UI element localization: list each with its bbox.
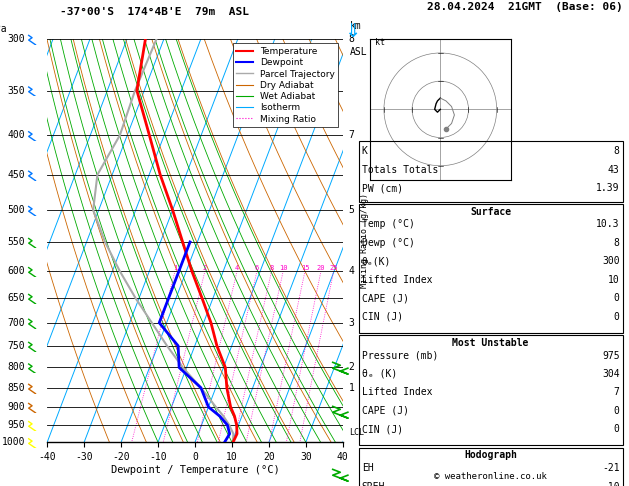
Text: 300: 300 [8, 34, 25, 44]
Text: LCL: LCL [348, 428, 364, 436]
Text: 0: 0 [614, 294, 620, 303]
Text: 700: 700 [8, 318, 25, 328]
Text: -21: -21 [602, 463, 620, 473]
Text: EH: EH [362, 463, 374, 473]
Text: 550: 550 [8, 237, 25, 247]
Text: 8: 8 [269, 265, 274, 271]
Text: Mixing Ratio (g/kg): Mixing Ratio (g/kg) [360, 193, 369, 288]
Text: Dewp (°C): Dewp (°C) [362, 238, 415, 248]
Text: 1: 1 [348, 383, 355, 393]
Text: Most Unstable: Most Unstable [452, 338, 529, 347]
Text: ASL: ASL [350, 47, 368, 57]
Text: hPa: hPa [0, 24, 6, 34]
Text: Lifted Index: Lifted Index [362, 275, 432, 285]
Text: 10.3: 10.3 [596, 220, 620, 229]
X-axis label: Dewpoint / Temperature (°C): Dewpoint / Temperature (°C) [111, 465, 279, 475]
Text: 304: 304 [602, 369, 620, 379]
Text: km: km [350, 21, 362, 31]
Text: 650: 650 [8, 293, 25, 303]
Text: ⇓: ⇓ [344, 22, 360, 41]
Text: 800: 800 [8, 363, 25, 372]
Text: 350: 350 [8, 86, 25, 96]
Text: 300: 300 [602, 257, 620, 266]
Text: CAPE (J): CAPE (J) [362, 294, 409, 303]
Text: 28.04.2024  21GMT  (Base: 06): 28.04.2024 21GMT (Base: 06) [427, 2, 623, 12]
Text: 6: 6 [255, 265, 259, 271]
Text: kt: kt [376, 37, 386, 47]
Text: 43: 43 [608, 165, 620, 175]
Text: 2: 2 [203, 265, 207, 271]
Text: CIN (J): CIN (J) [362, 312, 403, 322]
Text: -37°00'S  174°4B'E  79m  ASL: -37°00'S 174°4B'E 79m ASL [60, 7, 248, 17]
Text: 0: 0 [614, 406, 620, 416]
Text: Pressure (mb): Pressure (mb) [362, 350, 438, 361]
Text: 8: 8 [614, 146, 620, 156]
Text: 0: 0 [614, 312, 620, 322]
Text: 7: 7 [614, 387, 620, 398]
Text: CAPE (J): CAPE (J) [362, 406, 409, 416]
Legend: Temperature, Dewpoint, Parcel Trajectory, Dry Adiabat, Wet Adiabat, Isotherm, Mi: Temperature, Dewpoint, Parcel Trajectory… [233, 43, 338, 127]
Text: 450: 450 [8, 170, 25, 180]
Text: 10: 10 [608, 275, 620, 285]
Text: CIN (J): CIN (J) [362, 424, 403, 434]
Text: 25: 25 [330, 265, 338, 271]
Text: SREH: SREH [362, 482, 385, 486]
Text: 1000: 1000 [1, 437, 25, 447]
Text: Temp (°C): Temp (°C) [362, 220, 415, 229]
Text: 4: 4 [348, 266, 355, 276]
Text: 950: 950 [8, 420, 25, 430]
Text: 10: 10 [279, 265, 287, 271]
Text: 750: 750 [8, 341, 25, 351]
Text: 7: 7 [348, 130, 355, 140]
Text: 15: 15 [301, 265, 309, 271]
Text: © weatheronline.co.uk: © weatheronline.co.uk [434, 472, 547, 481]
Text: 975: 975 [602, 350, 620, 361]
Text: 850: 850 [8, 383, 25, 393]
Text: 8: 8 [348, 34, 355, 44]
Text: 5: 5 [348, 205, 355, 215]
Text: 3: 3 [348, 318, 355, 328]
Text: Hodograph: Hodograph [464, 450, 517, 460]
Text: PW (cm): PW (cm) [362, 183, 403, 193]
Text: 1.39: 1.39 [596, 183, 620, 193]
Text: 900: 900 [8, 402, 25, 412]
Text: 20: 20 [317, 265, 325, 271]
Text: 600: 600 [8, 266, 25, 276]
Text: 1: 1 [173, 265, 177, 271]
Text: K: K [362, 146, 367, 156]
Text: Totals Totals: Totals Totals [362, 165, 438, 175]
Text: θₑ (K): θₑ (K) [362, 369, 397, 379]
Text: 8: 8 [614, 238, 620, 248]
Text: Lifted Index: Lifted Index [362, 387, 432, 398]
Text: 400: 400 [8, 130, 25, 140]
Text: -10: -10 [602, 482, 620, 486]
Text: 500: 500 [8, 205, 25, 215]
Text: 4: 4 [235, 265, 239, 271]
Text: 0: 0 [614, 424, 620, 434]
Text: 2: 2 [348, 363, 355, 372]
Text: Surface: Surface [470, 207, 511, 217]
Text: θₑ(K): θₑ(K) [362, 257, 391, 266]
